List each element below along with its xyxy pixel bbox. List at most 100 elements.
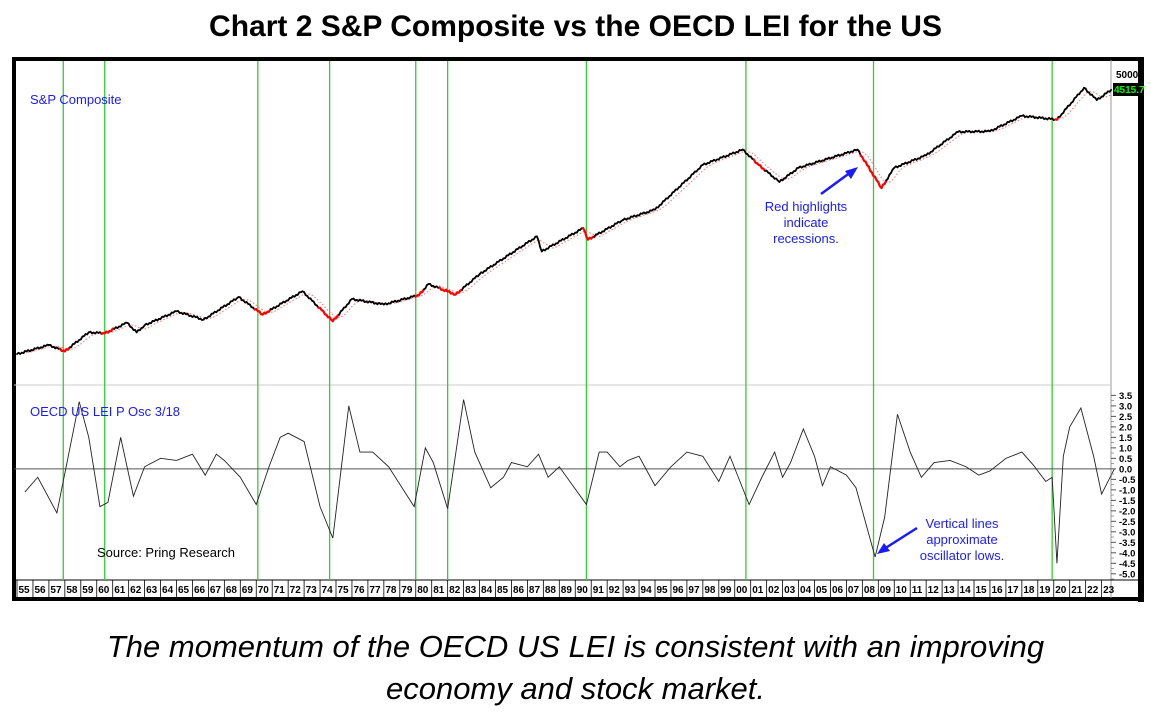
y-tick-label: -1.5 bbox=[1119, 496, 1136, 507]
x-tick-label: 12 bbox=[928, 585, 940, 596]
oscillator-line bbox=[24, 399, 1115, 564]
lows-note-line2: approximate bbox=[926, 532, 998, 547]
x-tick-label: 86 bbox=[513, 585, 525, 596]
vertical-lines bbox=[62, 61, 1053, 580]
x-tick-label: 85 bbox=[497, 585, 509, 596]
y-tick-label: -3.5 bbox=[1119, 538, 1136, 549]
x-tick-label: 56 bbox=[34, 585, 46, 596]
x-tick-label: 91 bbox=[593, 585, 605, 596]
x-tick-label: 71 bbox=[274, 585, 286, 596]
lower-panel-label: OECD US LEI P Osc 3/18 bbox=[30, 404, 180, 419]
x-tick-label: 82 bbox=[449, 585, 461, 596]
x-tick-label: 79 bbox=[401, 585, 413, 596]
caption-line-2: economy and stock market. bbox=[385, 671, 766, 706]
x-tick-label: 64 bbox=[162, 585, 174, 596]
y-tick-label: -2.5 bbox=[1119, 517, 1136, 528]
x-tick-label: 09 bbox=[880, 585, 892, 596]
x-tick-label: 72 bbox=[290, 585, 302, 596]
caption-line-1: The momentum of the OECD US LEI is consi… bbox=[106, 629, 1045, 664]
upper-panel-label: S&P Composite bbox=[30, 92, 122, 107]
sp-composite-series bbox=[16, 86, 1113, 355]
x-tick-label: 87 bbox=[529, 585, 541, 596]
x-tick-label: 57 bbox=[50, 585, 62, 596]
x-tick-label: 16 bbox=[991, 585, 1003, 596]
y-tick-label: -3.0 bbox=[1119, 527, 1135, 538]
upper-y-tick-label: 5000 bbox=[1116, 70, 1139, 81]
oscillator-series bbox=[24, 399, 1115, 564]
last-value-label: 4515.7 bbox=[1114, 85, 1145, 96]
x-tick-label: 15 bbox=[976, 585, 988, 596]
recession-note-line1: Red highlights bbox=[765, 199, 848, 214]
recession-arrow bbox=[820, 167, 858, 196]
x-tick-label: 76 bbox=[353, 585, 365, 596]
x-tick-label: 88 bbox=[545, 585, 557, 596]
y-tick-label: -1.0 bbox=[1119, 485, 1135, 496]
x-tick-label: 65 bbox=[178, 585, 190, 596]
y-tick-label: 1.5 bbox=[1119, 433, 1133, 444]
y-tick-label: 1.0 bbox=[1119, 443, 1132, 454]
x-tick-label: 03 bbox=[784, 585, 796, 596]
source-label: Source: Pring Research bbox=[97, 545, 235, 560]
caption: The momentum of the OECD US LEI is consi… bbox=[0, 626, 1151, 710]
x-tick-label: 66 bbox=[194, 585, 206, 596]
x-tick-label: 93 bbox=[625, 585, 637, 596]
sp-segment bbox=[1108, 88, 1113, 93]
last-value-box bbox=[1113, 83, 1143, 96]
y-tick-label: 3.0 bbox=[1119, 401, 1132, 412]
y-tick-label: -0.5 bbox=[1119, 475, 1136, 486]
x-tick-label: 97 bbox=[688, 585, 700, 596]
recession-note-line2: indicate bbox=[784, 215, 829, 230]
x-tick-label: 18 bbox=[1023, 585, 1035, 596]
x-tick-label: 60 bbox=[98, 585, 110, 596]
x-tick-label: 19 bbox=[1039, 585, 1051, 596]
x-tick-label: 90 bbox=[577, 585, 589, 596]
x-tick-label: 80 bbox=[417, 585, 429, 596]
x-tick-label: 21 bbox=[1071, 585, 1083, 596]
x-tick-label: 73 bbox=[306, 585, 318, 596]
x-tick-label: 70 bbox=[258, 585, 270, 596]
sp-segment bbox=[537, 239, 542, 249]
x-tick-label: 74 bbox=[322, 585, 334, 596]
x-tick-label: 10 bbox=[896, 585, 908, 596]
x-tick-label: 06 bbox=[832, 585, 844, 596]
x-tick-label: 20 bbox=[1055, 585, 1067, 596]
x-tick-label: 55 bbox=[19, 585, 31, 596]
x-tick-label: 02 bbox=[768, 585, 780, 596]
y-tick-label: 0.5 bbox=[1119, 454, 1133, 465]
y-tick-label: 2.5 bbox=[1119, 412, 1133, 423]
chart-title: Chart 2 S&P Composite vs the OECD LEI fo… bbox=[209, 10, 942, 43]
x-tick-label: 94 bbox=[641, 585, 653, 596]
right-border-bar bbox=[1138, 57, 1144, 602]
x-tick-label: 61 bbox=[114, 585, 126, 596]
x-tick-label: 96 bbox=[672, 585, 684, 596]
x-tick-label: 89 bbox=[561, 585, 573, 596]
x-tick-label: 63 bbox=[146, 585, 158, 596]
y-tick-label: 3.5 bbox=[1119, 391, 1133, 402]
x-tick-label: 17 bbox=[1007, 585, 1019, 596]
x-tick-label: 00 bbox=[736, 585, 748, 596]
lows-note-line1: Vertical lines bbox=[926, 516, 999, 531]
oscillator-y-ticks: 3.53.02.52.01.51.00.50.0-0.5-1.0-1.5-2.0… bbox=[1111, 391, 1136, 580]
lows-arrow bbox=[877, 526, 918, 554]
y-tick-label: -4.0 bbox=[1119, 548, 1135, 559]
x-tick-label: 22 bbox=[1087, 585, 1099, 596]
x-tick-label: 05 bbox=[816, 585, 828, 596]
x-axis-ticks: 55 56 57 58 59 60 61 62 63 64 65 66 67 68 69 70 71 72 73 74… bbox=[16, 580, 1115, 598]
recession-note-line3: recessions. bbox=[773, 231, 839, 246]
x-tick-label: 59 bbox=[82, 585, 94, 596]
x-tick-label: 01 bbox=[752, 585, 764, 596]
y-tick-label: -5.0 bbox=[1119, 569, 1135, 580]
x-tick-label: 07 bbox=[848, 585, 860, 596]
x-tick-label: 04 bbox=[800, 585, 812, 596]
x-tick-label: 95 bbox=[657, 585, 669, 596]
y-tick-label: 2.0 bbox=[1119, 422, 1132, 433]
x-tick-label: 62 bbox=[130, 585, 142, 596]
x-tick-label: 67 bbox=[210, 585, 222, 596]
x-tick-label: 81 bbox=[433, 585, 445, 596]
x-tick-label: 99 bbox=[720, 585, 732, 596]
chart-frame bbox=[12, 57, 1142, 601]
x-tick-label: 84 bbox=[481, 585, 493, 596]
x-tick-label: 75 bbox=[338, 585, 350, 596]
x-tick-label: 11 bbox=[912, 585, 923, 596]
